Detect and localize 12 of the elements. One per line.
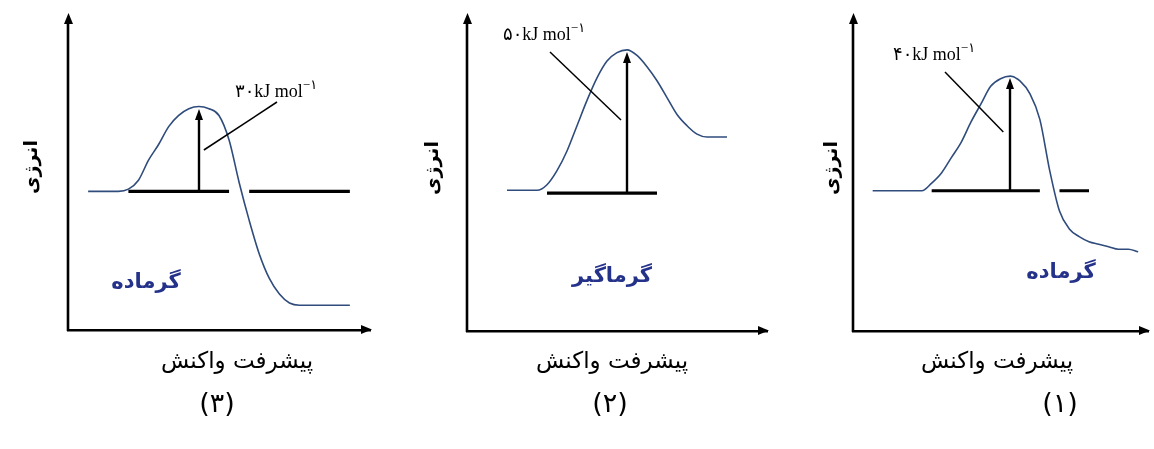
- y-axis-title: انرژی: [419, 141, 443, 195]
- y-axis-title: انرژی: [18, 140, 42, 194]
- text: (۱): [1042, 387, 1078, 419]
- annotation: گرماده: [111, 268, 182, 294]
- y-axis-title: انرژی: [818, 141, 842, 195]
- x-axis-title: پیشرفت واکنش: [920, 346, 1074, 374]
- text: (۲): [592, 387, 628, 419]
- x-axis-title: پیشرفت واکنش: [535, 346, 689, 374]
- x-axis-title: پیشرفت واکنش: [160, 346, 314, 374]
- text: (۳): [199, 387, 235, 419]
- annotation: گرماگیر: [570, 262, 653, 288]
- annotation: گرماده: [1026, 258, 1097, 284]
